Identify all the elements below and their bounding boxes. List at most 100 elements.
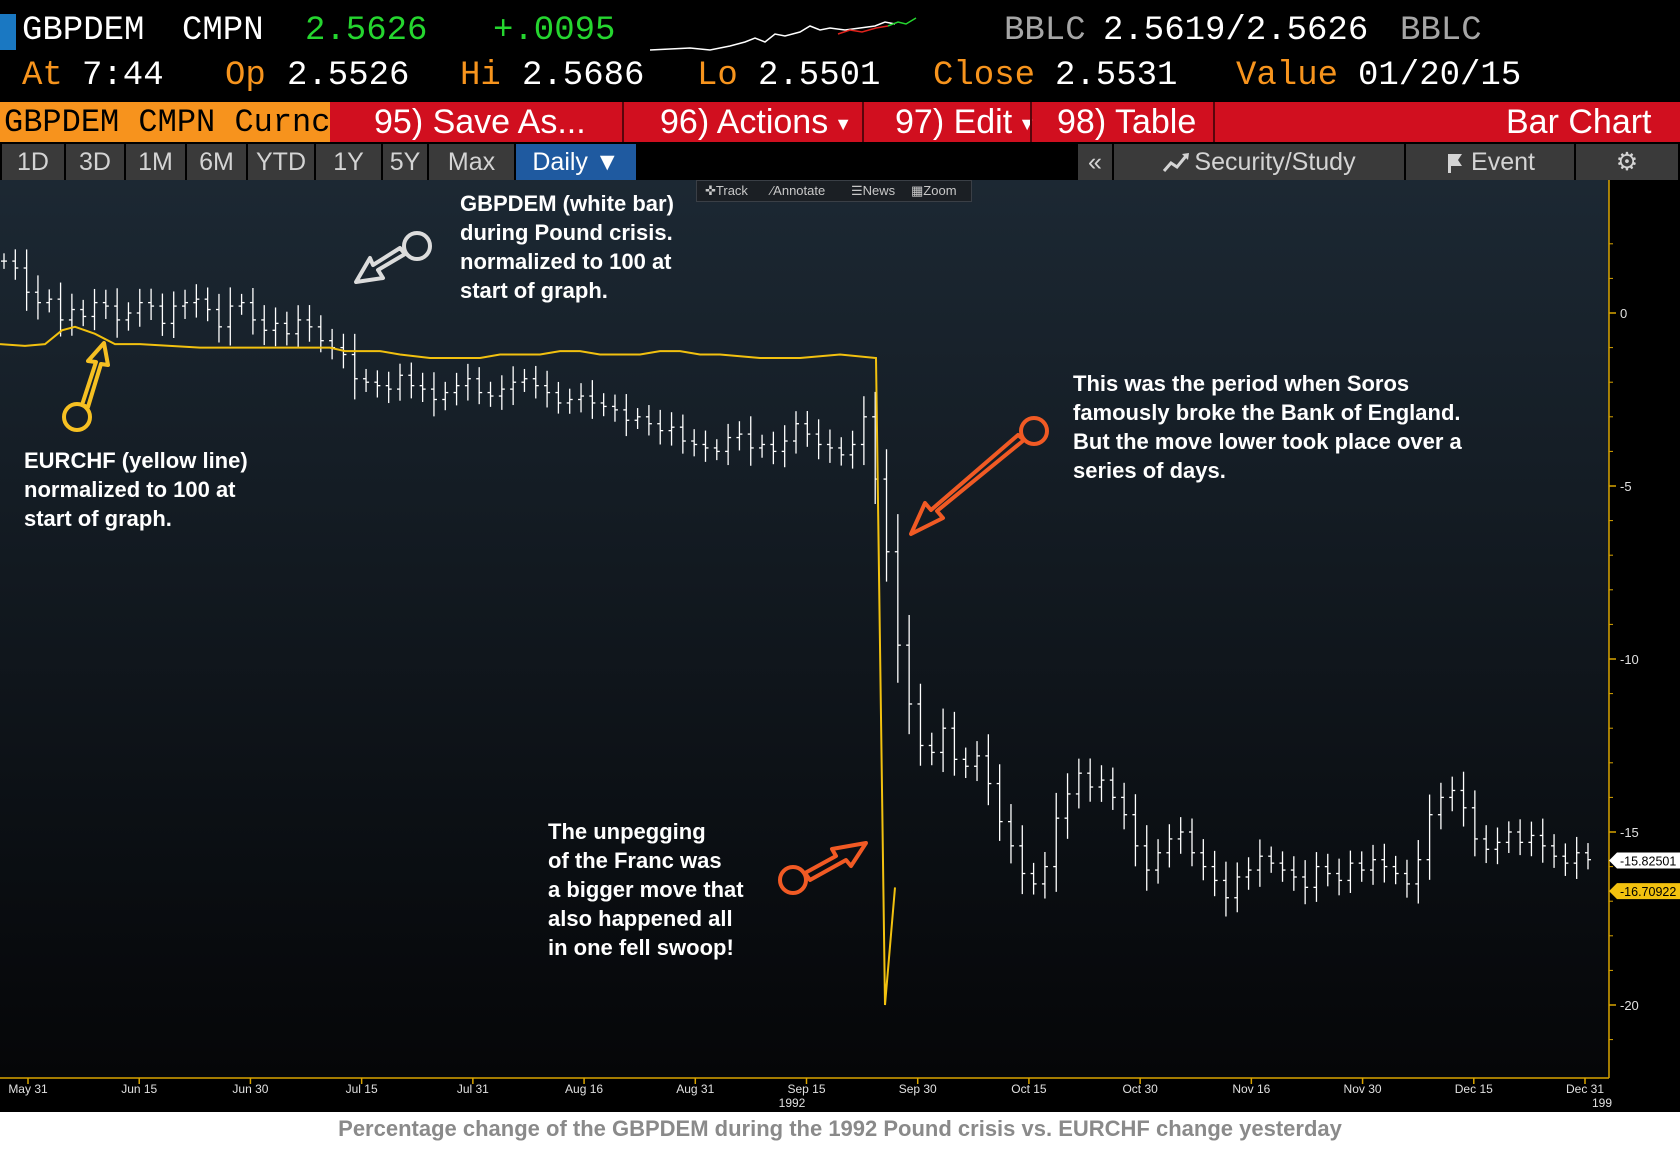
gbpdem-bar xyxy=(611,394,618,422)
gbpdem-bar xyxy=(600,393,607,417)
period-ytd-button[interactable]: YTD xyxy=(248,144,314,180)
gbpdem-bar xyxy=(532,365,539,399)
x-axis-band xyxy=(0,1078,1680,1112)
news-label: News xyxy=(862,183,896,198)
x-tick-label: Jun 30 xyxy=(232,1082,268,1096)
gbpdem-bar xyxy=(91,288,98,331)
close-label: Close xyxy=(933,57,1036,95)
gbpdem-bar xyxy=(1505,821,1512,854)
gbpdem-bar xyxy=(793,411,799,454)
flag-icon xyxy=(1448,154,1463,174)
annotate-button[interactable]: ∕ Annotate xyxy=(771,181,825,201)
gbpdem-bar xyxy=(1200,839,1207,881)
y-axis-ticks: 0 -5 -10 -15 -20 xyxy=(1609,243,1639,1041)
yellow-arrow xyxy=(62,341,110,432)
gbpdem-bar xyxy=(295,305,302,349)
gbpdem-bar xyxy=(397,363,403,401)
gbpdem-bar xyxy=(589,380,596,419)
gbpdem-bar xyxy=(1245,857,1252,890)
period-6m-button[interactable]: 6M xyxy=(187,144,246,180)
gbpdem-bar xyxy=(170,291,177,338)
x-tick-label: Aug 16 xyxy=(565,1082,603,1096)
gbpdem-bar xyxy=(385,371,392,404)
gbpdem-bar xyxy=(476,367,483,405)
gbpdem-bar xyxy=(453,372,460,406)
gbpdem-bar xyxy=(23,249,30,311)
gbpdem-bar xyxy=(114,288,121,338)
gbpdem-bar xyxy=(679,414,686,454)
event-button[interactable]: Event xyxy=(1406,144,1574,180)
menu-divider xyxy=(1213,102,1215,142)
eurchf-line xyxy=(0,325,896,1006)
soros-annotation: This was the period when Soros famously … xyxy=(1073,371,1462,483)
y-tick-label: -5 xyxy=(1620,479,1632,494)
gbpdem-bar xyxy=(464,363,471,401)
gbpdem-bar xyxy=(1166,824,1173,868)
security-study-label: Security/Study xyxy=(1194,148,1356,176)
quote-line-1: GBPDEM CMPN 2.5626 +.0095 BBLC 2.5619/2.… xyxy=(0,10,1680,52)
bar-chart-view-button[interactable]: Bar Chart xyxy=(1506,102,1652,142)
edit-button[interactable]: 97) Edit ▼ xyxy=(895,102,1036,142)
actions-button[interactable]: 96) Actions ▼ xyxy=(660,102,852,142)
gbpdem-bar xyxy=(1279,851,1286,882)
track-button[interactable]: ✜ Track xyxy=(705,181,748,201)
x-next-year-label: 199 xyxy=(1592,1096,1612,1110)
x-tick-label: Sep 30 xyxy=(899,1082,937,1096)
gbpdem-bar xyxy=(374,370,381,398)
gbpdem-bar xyxy=(1098,765,1105,802)
gbpdem-bar xyxy=(46,289,53,313)
period-1y-button[interactable]: 1Y xyxy=(316,144,381,180)
orange-arrow-soros xyxy=(909,416,1049,536)
last-value-tag xyxy=(1609,883,1680,900)
gbpdem-bar xyxy=(1381,843,1388,883)
frequency-dropdown[interactable]: Daily ▼ xyxy=(516,144,636,180)
y-tick-label: -20 xyxy=(1620,998,1639,1013)
figure-caption: Percentage change of the GBPDEM during t… xyxy=(338,1116,1342,1141)
gbpdem-bar xyxy=(125,302,132,331)
last-value-label: -16.70922 xyxy=(1620,885,1676,899)
period-1m-button[interactable]: 1M xyxy=(126,144,185,180)
x-tick-label: May 31 xyxy=(8,1082,48,1096)
gbpdem-bar xyxy=(1494,827,1501,865)
gbpdem-bar xyxy=(1019,825,1026,895)
period-max-button[interactable]: Max xyxy=(429,144,514,180)
gbpdem-bar xyxy=(1426,794,1433,880)
gbpdem-bar xyxy=(815,419,822,460)
collapse-icon[interactable]: « xyxy=(1078,144,1112,180)
table-button[interactable]: 98) Table xyxy=(1057,102,1196,142)
eurchf-annotation: EURCHF (yellow line) normalized to 100 a… xyxy=(24,448,248,531)
gbpdem-bar xyxy=(249,288,256,335)
ticker[interactable]: GBPDEM xyxy=(22,12,145,50)
high-label: Hi xyxy=(460,57,501,95)
zoom-button[interactable]: ▦ Zoom xyxy=(911,181,957,201)
gbpdem-bar xyxy=(1483,825,1490,864)
pricing-source: CMPN xyxy=(182,12,264,50)
period-5y-button[interactable]: 5Y xyxy=(383,144,427,180)
price-chart[interactable]: 0 -5 -10 -15 -20 May 31 Jun 15 Jun 30 Jul 15 Jul… xyxy=(0,180,1680,1112)
gbpdem-bar xyxy=(555,381,562,414)
value-date: 01/20/15 xyxy=(1358,57,1522,95)
period-1d-button[interactable]: 1D xyxy=(2,144,64,180)
security-field[interactable]: GBPDEM CMPN Curnc xyxy=(0,102,330,142)
settings-gear-icon[interactable]: ⚙ xyxy=(1576,144,1678,180)
white-arrow xyxy=(354,231,432,284)
y-tick-label: 0 xyxy=(1620,306,1627,321)
event-label: Event xyxy=(1471,148,1535,176)
gbpdem-bar xyxy=(1155,839,1162,884)
gbpdem-bar xyxy=(1109,767,1116,810)
news-button[interactable]: ☰ News xyxy=(851,181,895,201)
gbpdem-bar xyxy=(1528,821,1535,857)
gbpdem-bar xyxy=(34,275,41,320)
open-label: Op xyxy=(225,57,266,95)
orange-arrow-franc xyxy=(778,841,868,895)
track-label: Track xyxy=(715,183,748,198)
security-study-button[interactable]: Security/Study xyxy=(1114,144,1404,180)
save-as-button[interactable]: 95) Save As... xyxy=(374,102,586,142)
gbpdem-bar xyxy=(487,381,494,407)
gbpdem-bar xyxy=(940,708,947,773)
period-3d-button[interactable]: 3D xyxy=(66,144,124,180)
x-tick-label: Dec 31 xyxy=(1566,1082,1604,1096)
gbpdem-bar xyxy=(691,429,698,457)
x-tick-label: Oct 15 xyxy=(1011,1082,1047,1096)
gbpdem-bar xyxy=(1121,782,1128,830)
